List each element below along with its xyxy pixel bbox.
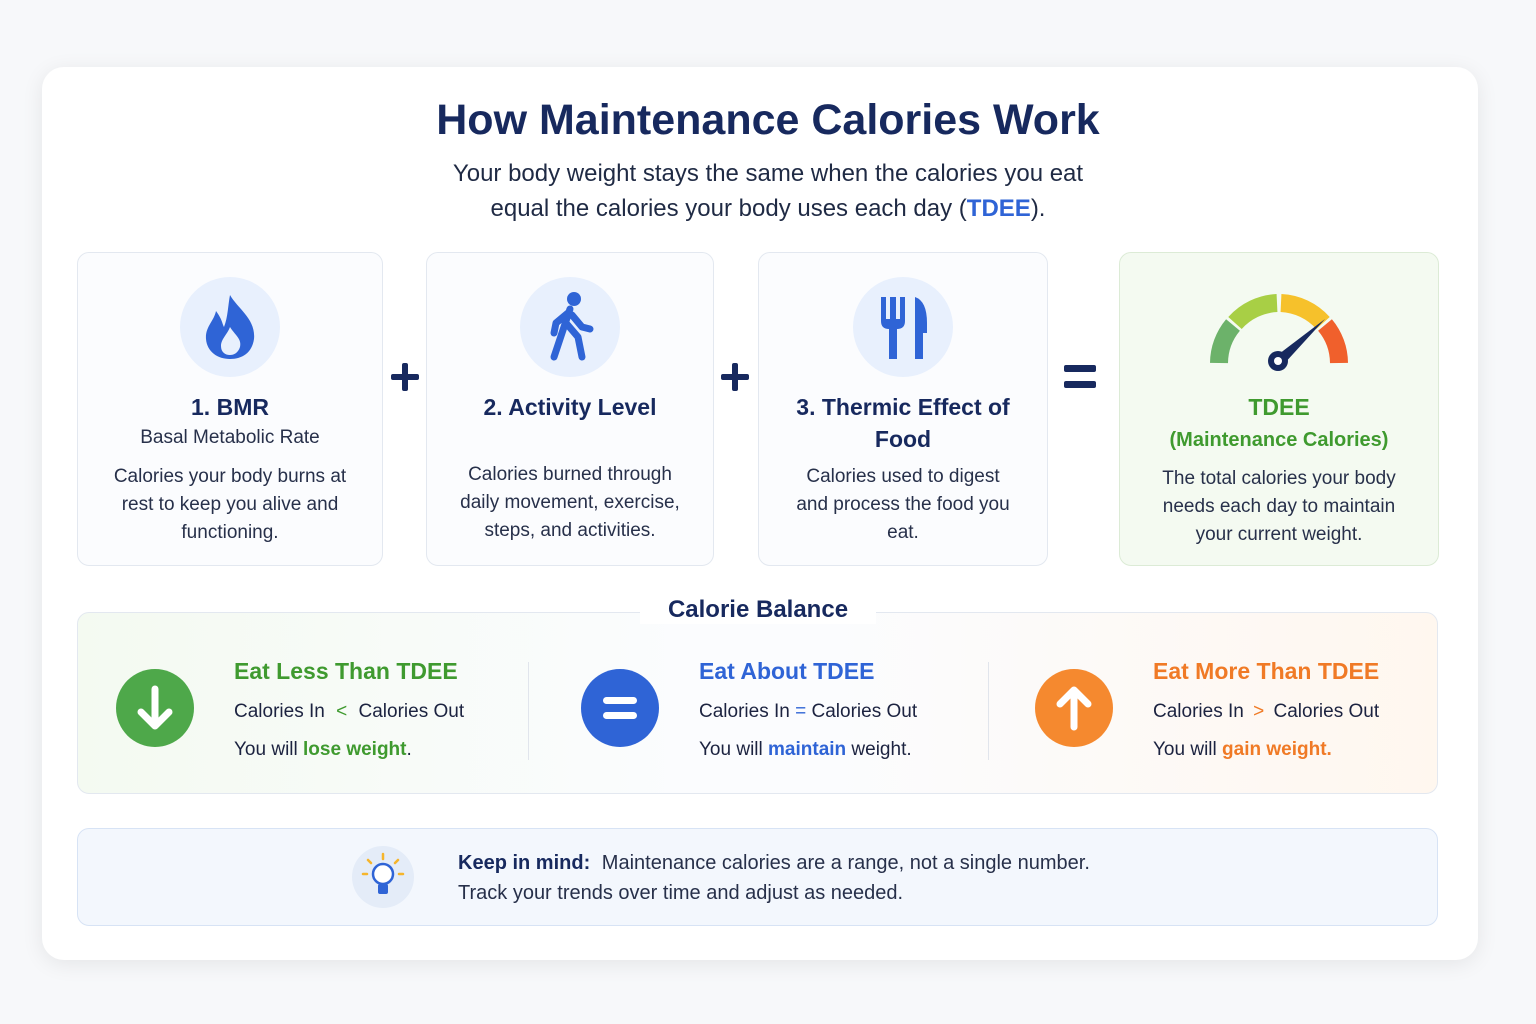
title: How Maintenance Calories Work bbox=[436, 96, 1100, 144]
balance-item: Eat More Than TDEE Calories In > Calorie… bbox=[1153, 658, 1379, 761]
balance-heading: Eat More Than TDEE bbox=[1153, 658, 1380, 684]
lightbulb-icon bbox=[352, 846, 414, 908]
plus-sign bbox=[721, 363, 749, 391]
plus-sign bbox=[391, 363, 419, 391]
tip-line: Track your trends over time and adjust a… bbox=[458, 882, 904, 904]
balance-equation: Calories In < Calories Out bbox=[234, 701, 464, 723]
subtitle-line: equal the calories your body uses each d… bbox=[0, 191, 1536, 226]
subtitle-text: equal the calories your body uses each d… bbox=[490, 195, 967, 222]
equals-sign bbox=[1064, 365, 1096, 388]
walking-icon bbox=[550, 292, 594, 361]
up-arrow-icon bbox=[1035, 669, 1113, 747]
balance-result: You will lose weight. bbox=[234, 739, 464, 761]
tip-text: Keep in mind: Maintenance calories are a… bbox=[458, 848, 1090, 908]
subtitle-text: ). bbox=[1030, 195, 1046, 222]
balance-equation: Calories In = Calories Out bbox=[699, 701, 917, 723]
icon-bg bbox=[180, 277, 280, 377]
balance-heading: Eat About TDEE bbox=[699, 658, 875, 684]
balance-result: You will gain weight. bbox=[1153, 739, 1379, 761]
equation-right: Calories Out bbox=[811, 701, 918, 722]
card-description: Calories used to digest and process the … bbox=[796, 466, 1010, 543]
activity-card: 2. Activity Level Calories burned throug… bbox=[426, 252, 714, 566]
balance-title: Calorie Balance bbox=[640, 596, 876, 624]
card-subtitle: (Maintenance Calories) bbox=[1169, 429, 1389, 451]
card-title: 1. BMR bbox=[191, 394, 269, 420]
equation-right: Calories Out bbox=[1273, 701, 1380, 722]
divider bbox=[528, 662, 529, 760]
subtitle-highlight: TDEE bbox=[966, 195, 1031, 222]
card-title: 2. Activity Level bbox=[483, 394, 657, 420]
card-description: Calories your body burns at rest to keep… bbox=[113, 466, 347, 543]
balance-result: You will maintain weight. bbox=[699, 739, 917, 761]
equation-left: Calories In bbox=[699, 701, 790, 722]
result-text: You will bbox=[699, 739, 763, 760]
equation-operator: = bbox=[795, 701, 807, 722]
result-text: weight. bbox=[851, 739, 912, 760]
result-highlight: lose weight bbox=[303, 739, 407, 760]
balance-heading: Eat Less Than TDEE bbox=[234, 658, 458, 684]
card-subtitle: Basal Metabolic Rate bbox=[140, 427, 320, 448]
balance-equation: Calories In > Calories Out bbox=[1153, 701, 1379, 723]
result-highlight: gain weight. bbox=[1222, 739, 1332, 760]
result-text: . bbox=[406, 739, 412, 760]
flame-icon bbox=[205, 295, 255, 359]
equation-operator: < bbox=[336, 701, 348, 722]
card-title: TDEE bbox=[1248, 394, 1310, 420]
card-description: Calories burned through daily movement, … bbox=[460, 464, 680, 541]
card-description: The total calories your body needs each … bbox=[1162, 468, 1396, 545]
icon-bg bbox=[853, 277, 953, 377]
equation-left: Calories In bbox=[1153, 701, 1244, 722]
tip-panel bbox=[77, 828, 1438, 926]
tip-line-text: Maintenance calories are a range, not a … bbox=[601, 852, 1090, 874]
balance-item: Eat About TDEE Calories In = Calories Ou… bbox=[699, 658, 917, 761]
icon-bg bbox=[520, 277, 620, 377]
down-arrow-icon bbox=[116, 669, 194, 747]
result-text: You will bbox=[1153, 739, 1217, 760]
subtitle-line: Your body weight stays the same when the… bbox=[452, 160, 1084, 187]
balance-item: Eat Less Than TDEE Calories In < Calorie… bbox=[234, 658, 464, 761]
subtitle: Your body weight stays the same when the… bbox=[0, 156, 1536, 226]
utensils-icon bbox=[881, 297, 927, 359]
equation-right: Calories Out bbox=[358, 701, 465, 722]
result-highlight: maintain bbox=[768, 739, 847, 760]
card-title: 3. Thermic Effect of Food bbox=[796, 394, 1010, 452]
divider bbox=[988, 662, 989, 760]
bmr-card: 1. BMR Basal Metabolic Rate Calories you… bbox=[77, 252, 383, 566]
tdee-card: TDEE (Maintenance Calories) The total ca… bbox=[1119, 252, 1439, 566]
equation-left: Calories In bbox=[234, 701, 325, 722]
gauge-icon bbox=[1210, 294, 1348, 371]
equals-icon bbox=[581, 669, 659, 747]
result-text: You will bbox=[234, 739, 298, 760]
equation-operator: > bbox=[1253, 701, 1265, 722]
tip-label: Keep in mind: bbox=[458, 852, 591, 874]
tip-line: Keep in mind: Maintenance calories are a… bbox=[458, 848, 1090, 878]
thermic-card: 3. Thermic Effect of Food Calories used … bbox=[758, 252, 1048, 566]
